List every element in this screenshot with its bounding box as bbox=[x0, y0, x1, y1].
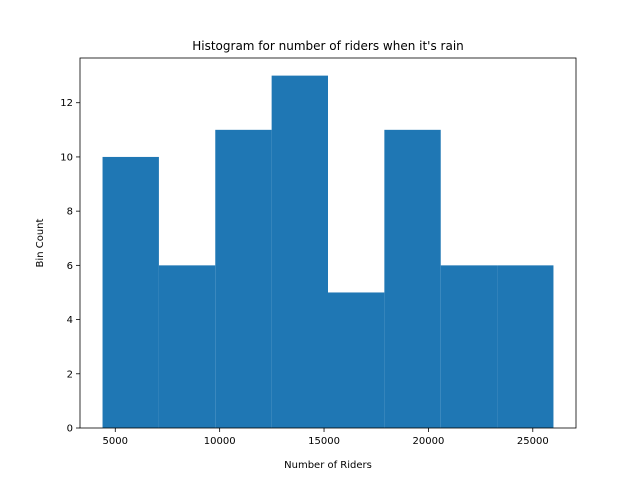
chart-title: Histogram for number of riders when it's… bbox=[192, 39, 464, 53]
y-axis-title: Bin Count bbox=[35, 218, 46, 267]
x-tick-label: 25000 bbox=[517, 436, 549, 447]
y-axis-ticks: 0 2 4 6 8 10 12 bbox=[60, 98, 80, 435]
histogram-bar bbox=[497, 265, 554, 428]
x-tick-label: 10000 bbox=[204, 436, 236, 447]
histogram-bar bbox=[328, 292, 385, 428]
bars-layer bbox=[102, 75, 554, 429]
y-tick-label: 12 bbox=[60, 98, 73, 109]
histogram-bar bbox=[158, 265, 216, 428]
histogram-bar bbox=[271, 75, 328, 428]
histogram-bar bbox=[215, 129, 272, 429]
histogram-bar bbox=[384, 129, 441, 429]
x-axis-title: Number of Riders bbox=[284, 460, 372, 471]
y-tick-label: 10 bbox=[60, 152, 73, 163]
x-axis-ticks: 5000 10000 15000 20000 25000 bbox=[103, 428, 549, 447]
y-tick-label: 2 bbox=[67, 369, 73, 380]
x-tick-label: 20000 bbox=[413, 436, 445, 447]
histogram-bar bbox=[102, 156, 159, 428]
y-tick-label: 0 bbox=[67, 424, 73, 435]
histogram-bar bbox=[440, 265, 498, 428]
x-tick-label: 15000 bbox=[308, 436, 340, 447]
plot-frame bbox=[79, 57, 577, 429]
x-tick-label: 5000 bbox=[103, 436, 128, 447]
y-tick-label: 6 bbox=[67, 261, 73, 272]
y-tick-label: 8 bbox=[67, 207, 73, 218]
y-tick-label: 4 bbox=[67, 315, 73, 326]
